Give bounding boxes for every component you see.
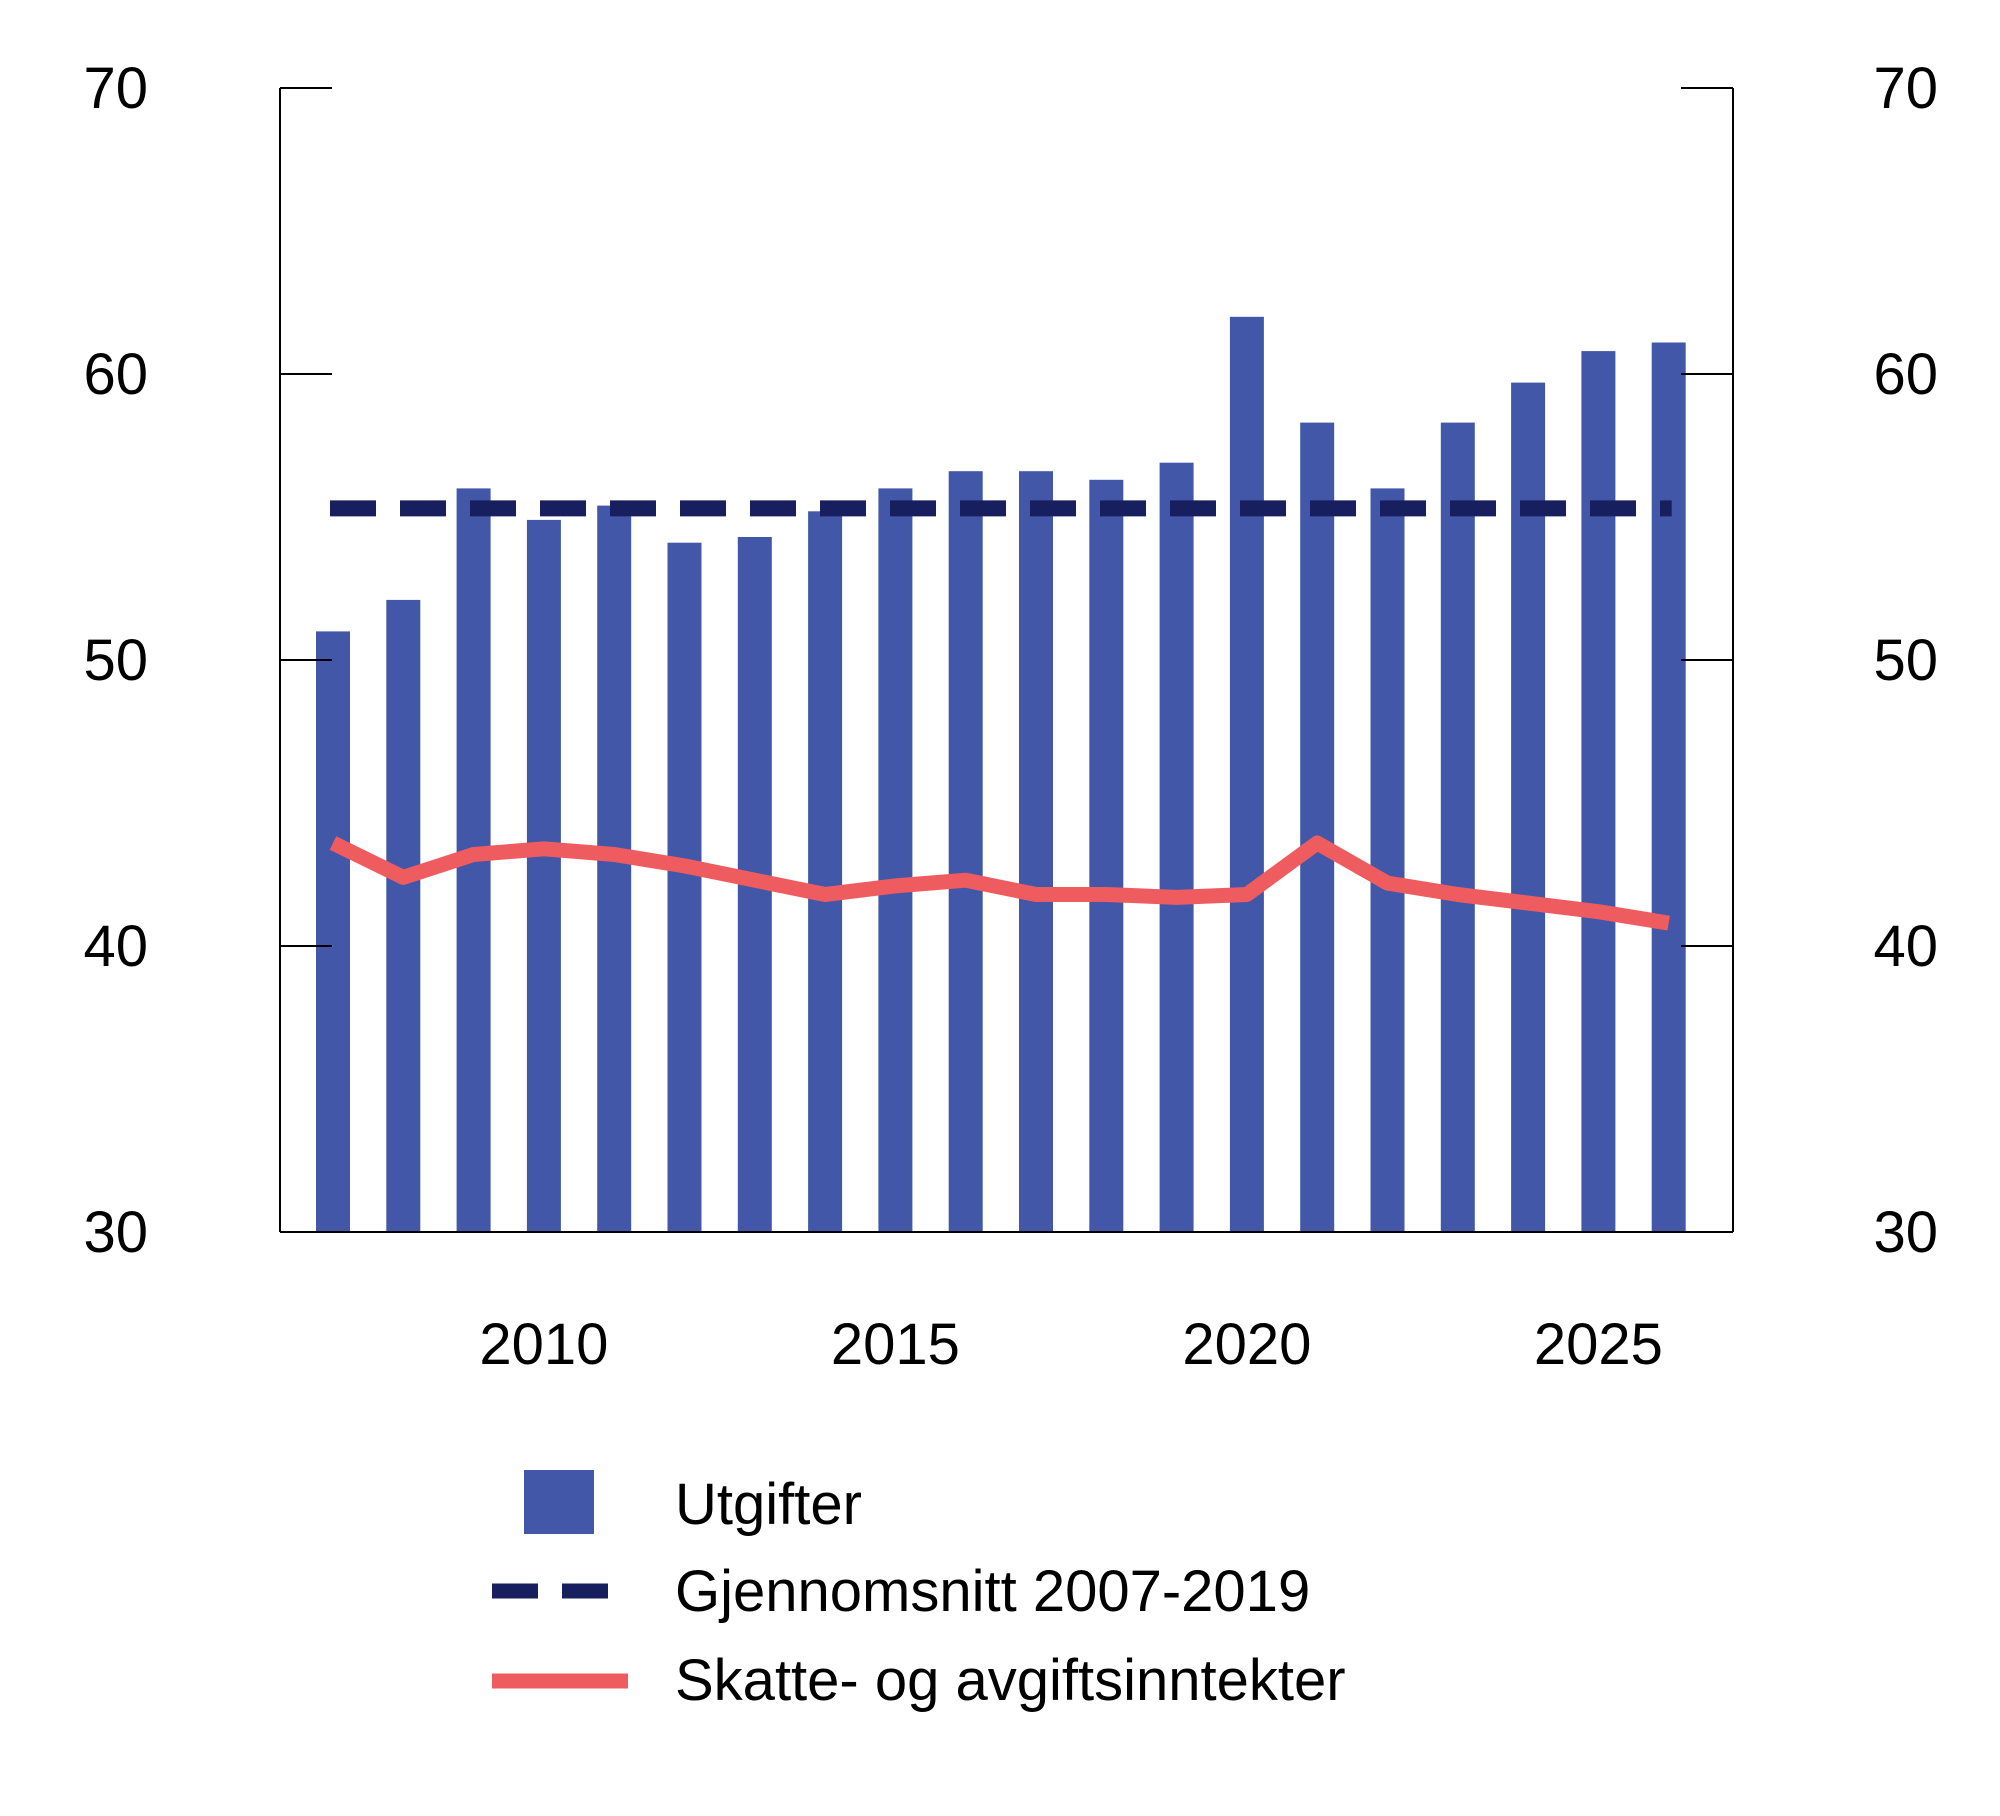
left-y-axis: 30 40 50 60 70 [83,56,332,1265]
revenue-line [329,835,1670,931]
left-tick-label: 70 [83,56,148,121]
left-tick-label: 50 [83,628,148,693]
bar-2017 [1019,471,1053,1232]
bar-2011 [597,505,632,1233]
bar-2021 [1300,422,1335,1233]
left-tick-label: 40 [83,914,148,979]
x-tick-label: 2020 [1182,1312,1311,1377]
legend-swatch-utgifter [524,1470,594,1534]
bar-2010 [526,519,561,1232]
bar-2007 [316,631,350,1232]
left-tick-label: 60 [83,342,148,407]
bar-2022 [1370,488,1405,1232]
bar-2019 [1159,462,1194,1232]
bar-2008 [386,599,421,1232]
x-tick-label: 2010 [479,1312,608,1377]
legend-label-revenue: Skatte- og avgiftsinntekter [675,1648,1346,1713]
x-tick-label: 2025 [1534,1312,1663,1377]
right-tick-label: 30 [1873,1200,1938,1265]
bar-2016 [948,471,983,1232]
x-tick-label: 2015 [831,1312,960,1377]
bar-2014 [808,511,843,1232]
bar-2025 [1581,351,1616,1233]
bar-2023 [1440,422,1475,1233]
plot-area [316,316,1686,1233]
right-y-axis: 30 40 50 60 70 [1681,56,1938,1265]
bar-2015 [878,488,913,1232]
right-tick-label: 40 [1873,914,1938,979]
bar-2026 [1651,342,1686,1232]
right-tick-label: 70 [1873,56,1938,121]
left-tick-label: 30 [83,1200,148,1265]
right-tick-label: 50 [1873,628,1938,693]
revenue-line-series [329,835,1670,931]
legend-label-utgifter: Utgifter [675,1472,862,1537]
bar-2024 [1511,382,1546,1233]
bar-2018 [1089,479,1124,1232]
right-tick-label: 60 [1873,342,1938,407]
legend: Utgifter Gjennomsnitt 2007-2019 Skatte- … [492,1470,1346,1713]
x-axis: 2010 2015 2020 2025 [479,1312,1663,1377]
bar-2012 [667,542,702,1232]
bar-series-utgifter [316,316,1686,1233]
bar-2020 [1229,316,1264,1232]
legend-label-average: Gjennomsnitt 2007-2019 [675,1559,1310,1624]
